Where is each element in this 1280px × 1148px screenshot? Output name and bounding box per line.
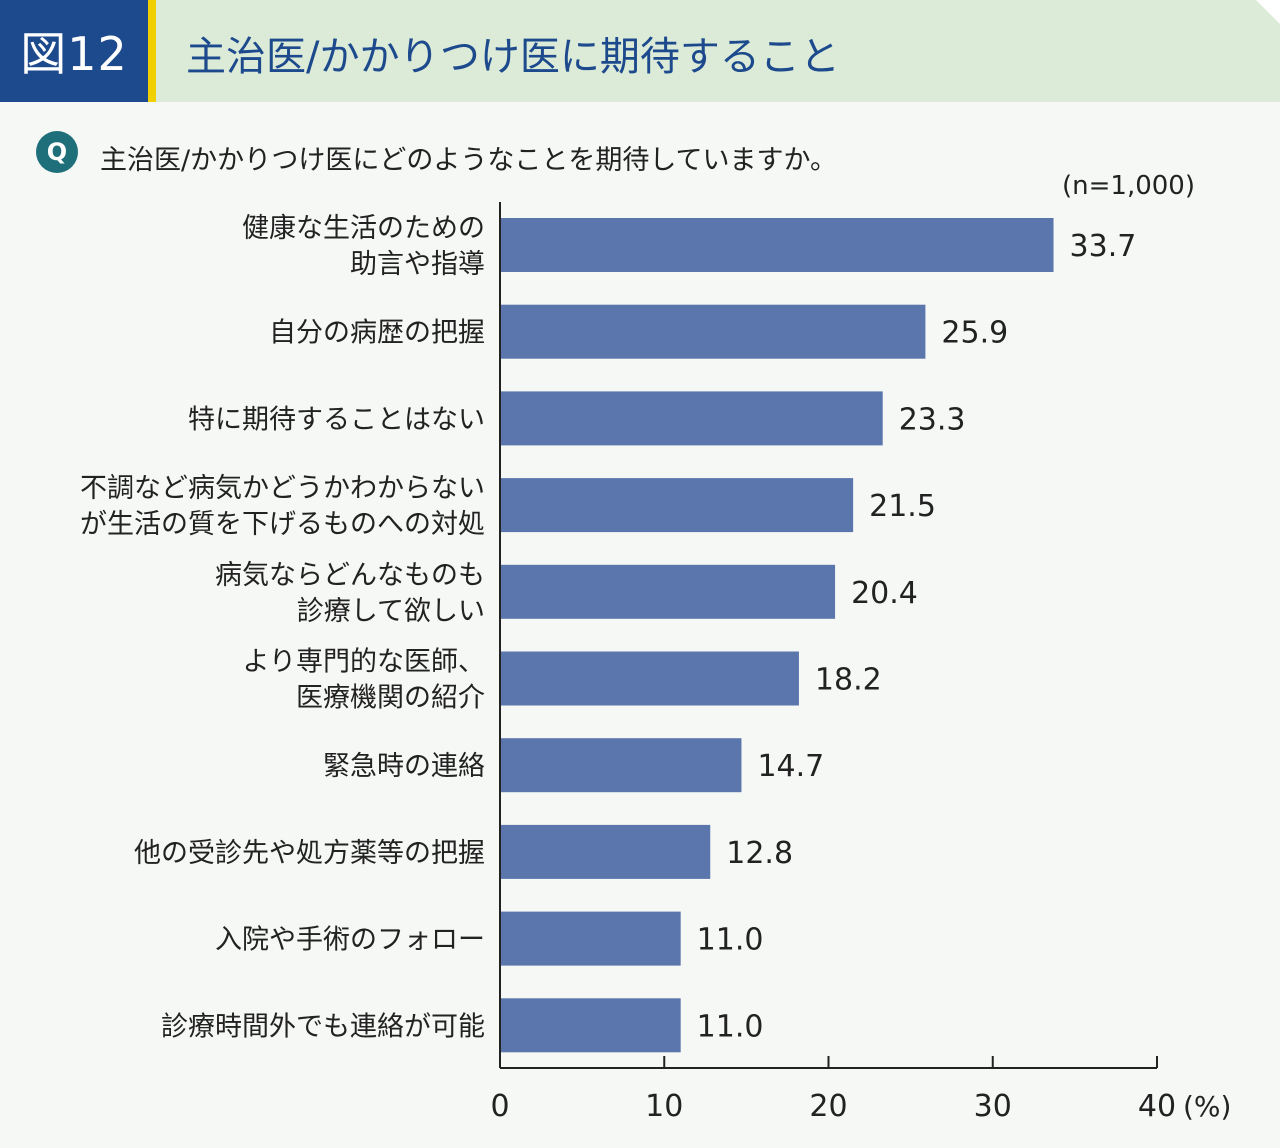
x-tick-label: 30 — [974, 1089, 1012, 1124]
value-label: 25.9 — [941, 316, 1008, 351]
x-tick-label: 0 — [490, 1089, 509, 1124]
bar — [500, 824, 711, 879]
x-tick-label: 40 — [1138, 1089, 1176, 1124]
category-label: 特に期待することはない — [188, 404, 485, 435]
figure-number: 図12 — [0, 0, 148, 102]
bar — [500, 564, 836, 619]
folded-corner — [1256, 0, 1280, 24]
category-label: が生活の質を下げるものへの対処 — [80, 509, 485, 540]
value-label: 33.7 — [1070, 229, 1137, 264]
bar — [500, 998, 681, 1053]
bar — [500, 911, 681, 966]
x-tick-label: 10 — [645, 1089, 683, 1124]
category-label: 病気ならどんなものも — [215, 560, 485, 591]
category-label: 診療時間外でも連絡が可能 — [161, 1011, 485, 1042]
x-tick-label: 20 — [809, 1089, 847, 1124]
bar — [500, 218, 1054, 272]
value-label: 21.5 — [869, 489, 936, 524]
category-label: 助言や指導 — [350, 249, 485, 280]
accent-stripe — [148, 0, 156, 102]
category-label: 入院や手術のフォロー — [215, 925, 485, 956]
category-label: 他の受診先や処方薬等の把握 — [134, 838, 485, 869]
bar — [500, 738, 742, 793]
bar — [500, 391, 883, 446]
value-label: 12.8 — [726, 836, 793, 871]
value-label: 20.4 — [851, 576, 918, 611]
value-label: 11.0 — [697, 923, 764, 958]
bar — [500, 304, 926, 359]
bar — [500, 651, 799, 706]
figure-header: 図12 主治医/かかりつけ医に期待すること — [0, 0, 1280, 102]
value-label: 14.7 — [757, 749, 824, 784]
figure-title: 主治医/かかりつけ医に期待すること — [186, 34, 840, 80]
question-badge-icon: Q — [36, 131, 78, 173]
value-label: 18.2 — [815, 663, 882, 698]
category-label: 診療して欲しい — [297, 596, 485, 627]
category-label: 自分の病歴の把握 — [269, 318, 485, 349]
value-label: 23.3 — [899, 402, 966, 437]
category-label: 医療機関の紹介 — [296, 683, 485, 714]
category-label: より専門的な医師、 — [243, 647, 485, 678]
category-label: 不調など病気かどうかわからない — [80, 473, 485, 504]
question-text: 主治医/かかりつけ医にどのようなことを期待していますか。 — [100, 145, 838, 176]
bar — [500, 478, 854, 533]
value-label: 11.0 — [697, 1009, 764, 1044]
sample-size: (n=1,000) — [1062, 171, 1195, 201]
category-label: 健康な生活のための — [242, 213, 485, 244]
x-unit-label: (%) — [1183, 1090, 1231, 1123]
category-label: 緊急時の連絡 — [323, 751, 485, 782]
